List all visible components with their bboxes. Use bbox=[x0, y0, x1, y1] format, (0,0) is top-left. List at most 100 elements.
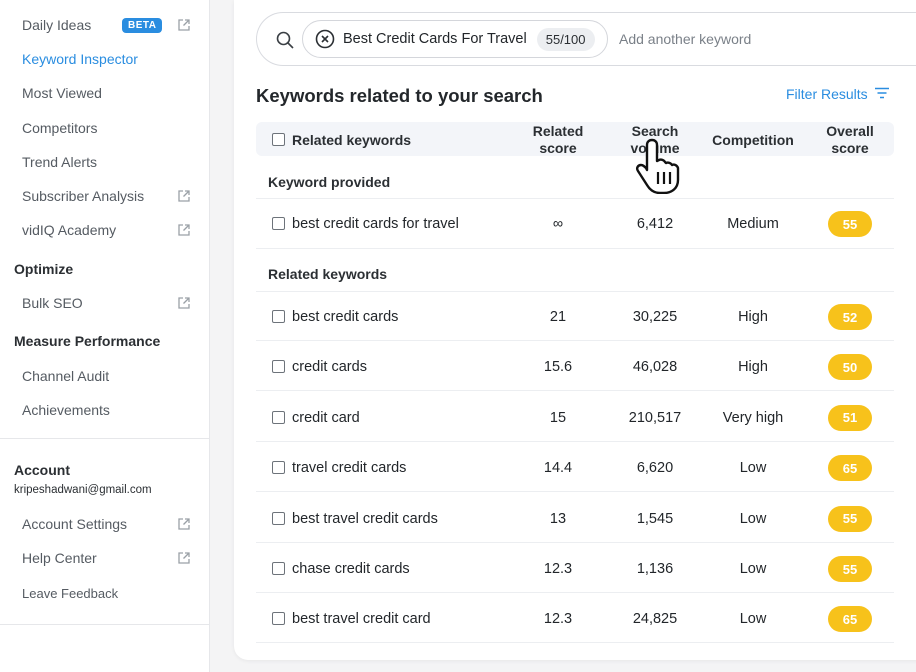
search-icon[interactable] bbox=[275, 30, 295, 50]
search-volume-cell: 30,225 bbox=[632, 309, 678, 325]
keyword-cell[interactable]: best credit cards bbox=[292, 309, 399, 325]
competition-cell: High bbox=[738, 309, 768, 325]
competition-cell: Low bbox=[739, 611, 767, 628]
row-divider bbox=[256, 440, 894, 442]
table-row[interactable]: credit card 15 210,517 Very high 51 bbox=[256, 403, 894, 433]
search-volume-cell: 1,545 bbox=[636, 510, 674, 527]
column-header-competition[interactable]: Competition bbox=[712, 132, 794, 148]
sidebar-item-label: Competitors bbox=[22, 120, 98, 136]
sidebar-divider bbox=[0, 624, 210, 625]
sidebar-item-label: Leave Feedback bbox=[22, 585, 119, 601]
sidebar-item-label: Subscriber Analysis bbox=[22, 188, 145, 204]
row-divider bbox=[256, 248, 894, 249]
keyword-cell[interactable]: best credit cards for travel bbox=[292, 216, 459, 232]
related-score-cell: 12.3 bbox=[543, 561, 573, 577]
column-header-keyword[interactable]: Related keywords bbox=[292, 132, 412, 148]
table-header: Related keywords Related score Search vo… bbox=[256, 122, 894, 156]
sidebar-item-label: Account Settings bbox=[22, 516, 128, 532]
sidebar-item-keyword-inspector[interactable]: Keyword Inspector bbox=[22, 48, 191, 70]
row-divider bbox=[256, 592, 894, 593]
sidebar-item-most-viewed[interactable]: Most Viewed bbox=[22, 82, 191, 104]
filter-results-label: Filter Results bbox=[786, 86, 868, 102]
sidebar-item-label: vidIQ Academy bbox=[22, 222, 117, 238]
table-row[interactable]: best credit cards for travel ∞ 6,412 Medium… bbox=[256, 209, 894, 239]
sidebar: Daily Ideas BETA Keyword Inspector Most … bbox=[0, 0, 210, 672]
sidebar-item-achievements[interactable]: Achievements bbox=[22, 399, 191, 421]
row-divider bbox=[256, 291, 894, 292]
sidebar-item-leave-feedback[interactable]: Leave Feedback bbox=[22, 582, 191, 604]
row-checkbox[interactable] bbox=[272, 310, 285, 323]
keyword-provided-label: Keyword provided bbox=[268, 174, 391, 190]
table-row[interactable]: best credit cards 21 30,225 High 52 bbox=[256, 302, 894, 332]
sidebar-item-competitors[interactable]: Competitors bbox=[22, 117, 191, 139]
sidebar-item-channel-audit[interactable]: Channel Audit bbox=[22, 365, 191, 387]
search-volume-cell: 46,028 bbox=[632, 359, 678, 376]
row-checkbox[interactable] bbox=[272, 511, 285, 525]
column-header-related-score[interactable]: Related score bbox=[532, 123, 584, 156]
keyword-inspector-panel: Best Credit Cards For Travel 55/100 Keyw… bbox=[234, 0, 916, 660]
external-link-icon bbox=[177, 517, 191, 531]
beta-badge: BETA bbox=[122, 17, 163, 33]
table-row[interactable]: best travel credit card 12.3 24,825 Low 65 bbox=[256, 604, 894, 634]
keyword-cell[interactable]: best travel credit cards bbox=[292, 510, 438, 527]
table-row[interactable]: best travel credit cards 13 1,545 Low 55 bbox=[256, 504, 894, 534]
related-score-cell: 12.3 bbox=[543, 611, 573, 628]
related-score-cell: 15 bbox=[549, 409, 567, 426]
row-checkbox[interactable] bbox=[272, 461, 285, 475]
row-divider bbox=[256, 642, 894, 644]
keyword-chip-score: 55/100 bbox=[536, 27, 595, 51]
row-divider bbox=[256, 491, 894, 493]
keyword-cell[interactable]: credit card bbox=[292, 409, 360, 426]
sidebar-item-label: Most Viewed bbox=[22, 85, 102, 101]
competition-cell: Low bbox=[739, 460, 767, 477]
table-row[interactable]: credit cards 15.6 46,028 High 50 bbox=[256, 352, 894, 382]
row-checkbox[interactable] bbox=[272, 562, 285, 575]
overall-score-badge: 55 bbox=[828, 211, 872, 237]
overall-score-badge: 51 bbox=[828, 404, 872, 431]
filter-results-button[interactable]: Filter Results bbox=[786, 86, 890, 102]
sidebar-item-bulk-seo[interactable]: Bulk SEO bbox=[22, 292, 191, 314]
column-header-overall-score[interactable]: Overall score bbox=[826, 123, 874, 156]
overall-score-badge: 55 bbox=[828, 556, 872, 582]
sidebar-item-label: Channel Audit bbox=[22, 368, 110, 384]
sidebar-item-daily-ideas[interactable]: Daily Ideas BETA bbox=[22, 14, 191, 36]
external-link-icon bbox=[177, 18, 191, 32]
add-keyword-input[interactable] bbox=[619, 31, 869, 47]
table-row[interactable]: travel credit cards 14.4 6,620 Low 65 bbox=[256, 453, 894, 483]
keyword-chip: Best Credit Cards For Travel 55/100 bbox=[302, 20, 608, 58]
search-volume-cell: 24,825 bbox=[632, 611, 678, 628]
row-checkbox[interactable] bbox=[272, 360, 285, 374]
overall-score-badge: 52 bbox=[828, 304, 872, 330]
sidebar-item-vidiq-academy[interactable]: vidIQ Academy bbox=[22, 219, 191, 241]
overall-score-badge: 65 bbox=[828, 606, 872, 633]
sidebar-item-label: Help Center bbox=[22, 550, 97, 566]
keyword-cell[interactable]: travel credit cards bbox=[292, 460, 407, 477]
row-checkbox[interactable] bbox=[272, 217, 285, 230]
sidebar-item-account-settings[interactable]: Account Settings bbox=[22, 513, 191, 535]
sidebar-divider bbox=[0, 438, 210, 439]
keyword-cell[interactable]: credit cards bbox=[292, 359, 367, 376]
section-title: Keywords related to your search bbox=[256, 85, 543, 106]
sidebar-item-label: Achievements bbox=[22, 402, 110, 418]
row-checkbox[interactable] bbox=[272, 612, 285, 626]
keyword-search-bar[interactable]: Best Credit Cards For Travel 55/100 bbox=[256, 12, 916, 66]
sidebar-item-label: Keyword Inspector bbox=[22, 51, 138, 67]
related-score-cell: ∞ bbox=[552, 216, 564, 232]
select-all-checkbox[interactable] bbox=[272, 133, 285, 146]
row-divider bbox=[256, 541, 894, 543]
sidebar-item-label: Trend Alerts bbox=[22, 154, 97, 170]
external-link-icon bbox=[177, 551, 191, 565]
overall-score-badge: 65 bbox=[828, 455, 872, 482]
keyword-cell[interactable]: chase credit cards bbox=[292, 561, 410, 577]
external-link-icon bbox=[177, 189, 191, 203]
sidebar-item-trend-alerts[interactable]: Trend Alerts bbox=[22, 151, 191, 173]
row-checkbox[interactable] bbox=[272, 410, 285, 424]
table-row[interactable]: chase credit cards 12.3 1,136 Low 55 bbox=[256, 554, 894, 584]
competition-cell: Low bbox=[739, 510, 767, 527]
sidebar-item-subscriber-analysis[interactable]: Subscriber Analysis bbox=[22, 185, 191, 207]
related-score-cell: 15.6 bbox=[543, 359, 573, 376]
remove-keyword-icon[interactable] bbox=[315, 29, 335, 49]
keyword-cell[interactable]: best travel credit card bbox=[292, 611, 431, 628]
sidebar-item-help-center[interactable]: Help Center bbox=[22, 547, 191, 569]
keyword-chip-label: Best Credit Cards For Travel bbox=[343, 31, 527, 47]
